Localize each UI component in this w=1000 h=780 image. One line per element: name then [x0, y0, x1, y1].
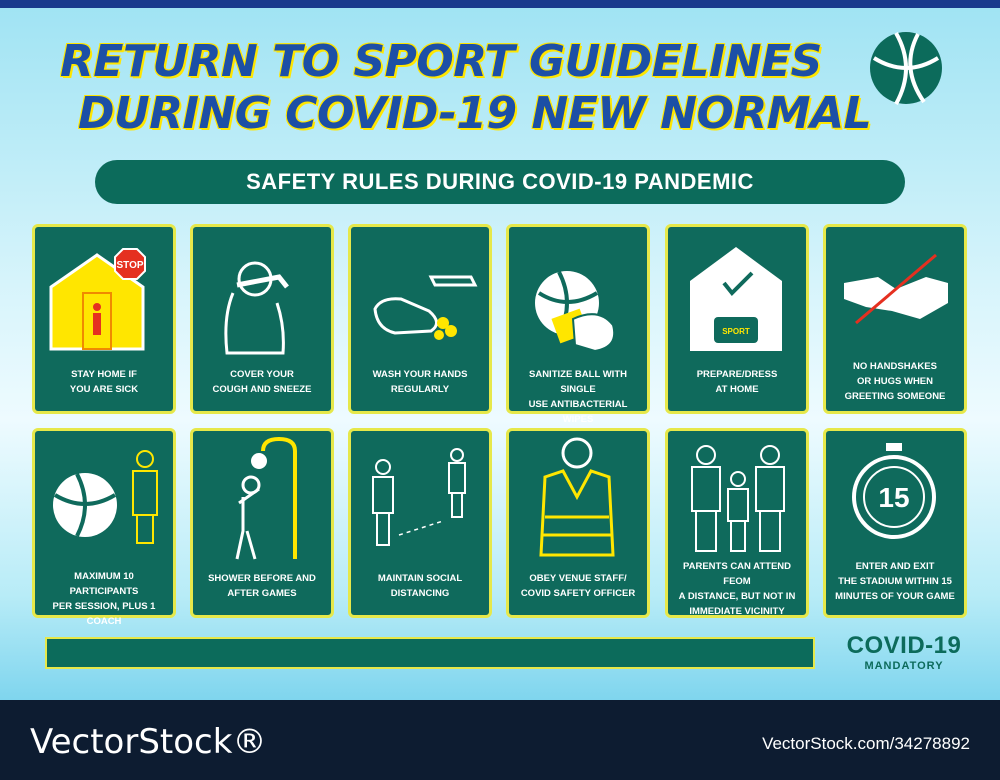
card-max-participants: MAXIMUM 10 PARTICIPANTS PER SESSION, PLU… [32, 428, 176, 627]
card-social-distance: MAINTAIN SOCIAL DISTANCING [348, 428, 492, 618]
caption-sanitize-ball: SANITIZE BALL WITH SINGLE USE ANTIBACTER… [528, 369, 628, 425]
caption-stay-home: STAY HOME IF YOU ARE SICK [69, 369, 139, 395]
family-icon [691, 445, 785, 552]
mandatory-badge: COVID-19 MANDATORY [834, 632, 974, 672]
caption-social-distance: MAINTAIN SOCIAL DISTANCING [377, 573, 463, 599]
vectorstock-logo: VectorStock® [30, 722, 267, 762]
caption-max-participants: MAXIMUM 10 PARTICIPANTS PER SESSION, PLU… [52, 571, 156, 627]
bag-label-text: SPORT [722, 327, 750, 336]
caption-shower: SHOWER BEFORE AND AFTER GAMES [208, 573, 316, 599]
caption-stadium-time: ENTER AND EXIT THE STADIUM WITHIN 15 MIN… [835, 561, 955, 602]
title-line-2: DURING COVID-19 NEW NORMAL [78, 88, 872, 139]
safety-vest-icon [539, 437, 615, 557]
card-safety-officer: OBEY VENUE STAFF/ COVID SAFETY OFFICER [506, 428, 650, 618]
top-border [0, 0, 1000, 8]
social-distance-icon [372, 448, 466, 546]
basketball-icon [870, 32, 942, 105]
card-sanitize-ball: SANITIZE BALL WITH SINGLE USE ANTIBACTER… [506, 224, 650, 425]
cough-icon [224, 261, 289, 355]
vectorstock-id: VectorStock.com/34278892 [762, 734, 970, 753]
covid-label: COVID-19 [846, 632, 962, 659]
card-parents: PARENTS CAN ATTEND FEOM A DISTANCE, BUT … [665, 428, 809, 618]
poster: RETURN TO SPORT GUIDELINES DURING COVID-… [0, 0, 1000, 700]
house-stop-icon: STOP [49, 248, 146, 351]
sanitize-ball-icon [535, 271, 616, 353]
watermark-footer: VectorStock® VectorStock.com/34278892 [0, 700, 1000, 780]
caption-prepare-dress: PREPARE/DRESS AT HOME [696, 369, 778, 395]
mandatory-label: MANDATORY [864, 660, 944, 672]
stop-sign-text: STOP [116, 260, 143, 271]
shower-icon [235, 436, 297, 560]
caption-safety-officer: OBEY VENUE STAFF/ COVID SAFETY OFFICER [520, 573, 636, 599]
card-cover-cough: COVER YOUR COUGH AND SNEEZE [190, 224, 334, 414]
card-no-handshake: NO HANDSHAKES OR HUGS WHEN GREETING SOME… [823, 224, 967, 414]
card-prepare-dress: SPORT PREPARE/DRESS AT HOME [665, 224, 809, 414]
caption-wash-hands: WASH YOUR HANDS REGULARLY [372, 369, 468, 395]
caption-cover-cough: COVER YOUR COUGH AND SNEEZE [212, 369, 312, 395]
house-bag-icon: SPORT [690, 247, 782, 351]
stopwatch-icon: 15 [852, 443, 936, 539]
caption-parents: PARENTS CAN ATTEND FEOM A DISTANCE, BUT … [678, 561, 796, 617]
card-stadium-time: 15 ENTER AND EXIT THE STADIUM WITHIN 15 … [823, 428, 967, 618]
caption-no-handshake: NO HANDSHAKES OR HUGS WHEN GREETING SOME… [844, 361, 946, 402]
bottom-bar [45, 637, 815, 669]
card-shower: SHOWER BEFORE AND AFTER GAMES [190, 428, 334, 618]
card-wash-hands: WASH YOUR HANDS REGULARLY [348, 224, 492, 414]
banner-safety-rules: SAFETY RULES DURING COVID-19 PANDEMIC [95, 160, 905, 204]
ball-person-icon [53, 450, 158, 544]
card-stay-home: STOP STAY HOME IF YOU ARE SICK [32, 224, 176, 414]
stopwatch-number: 15 [878, 482, 909, 513]
wash-hands-icon [373, 275, 478, 340]
title-line-1: RETURN TO SPORT GUIDELINES [60, 36, 822, 87]
no-handshake-icon [844, 253, 948, 325]
